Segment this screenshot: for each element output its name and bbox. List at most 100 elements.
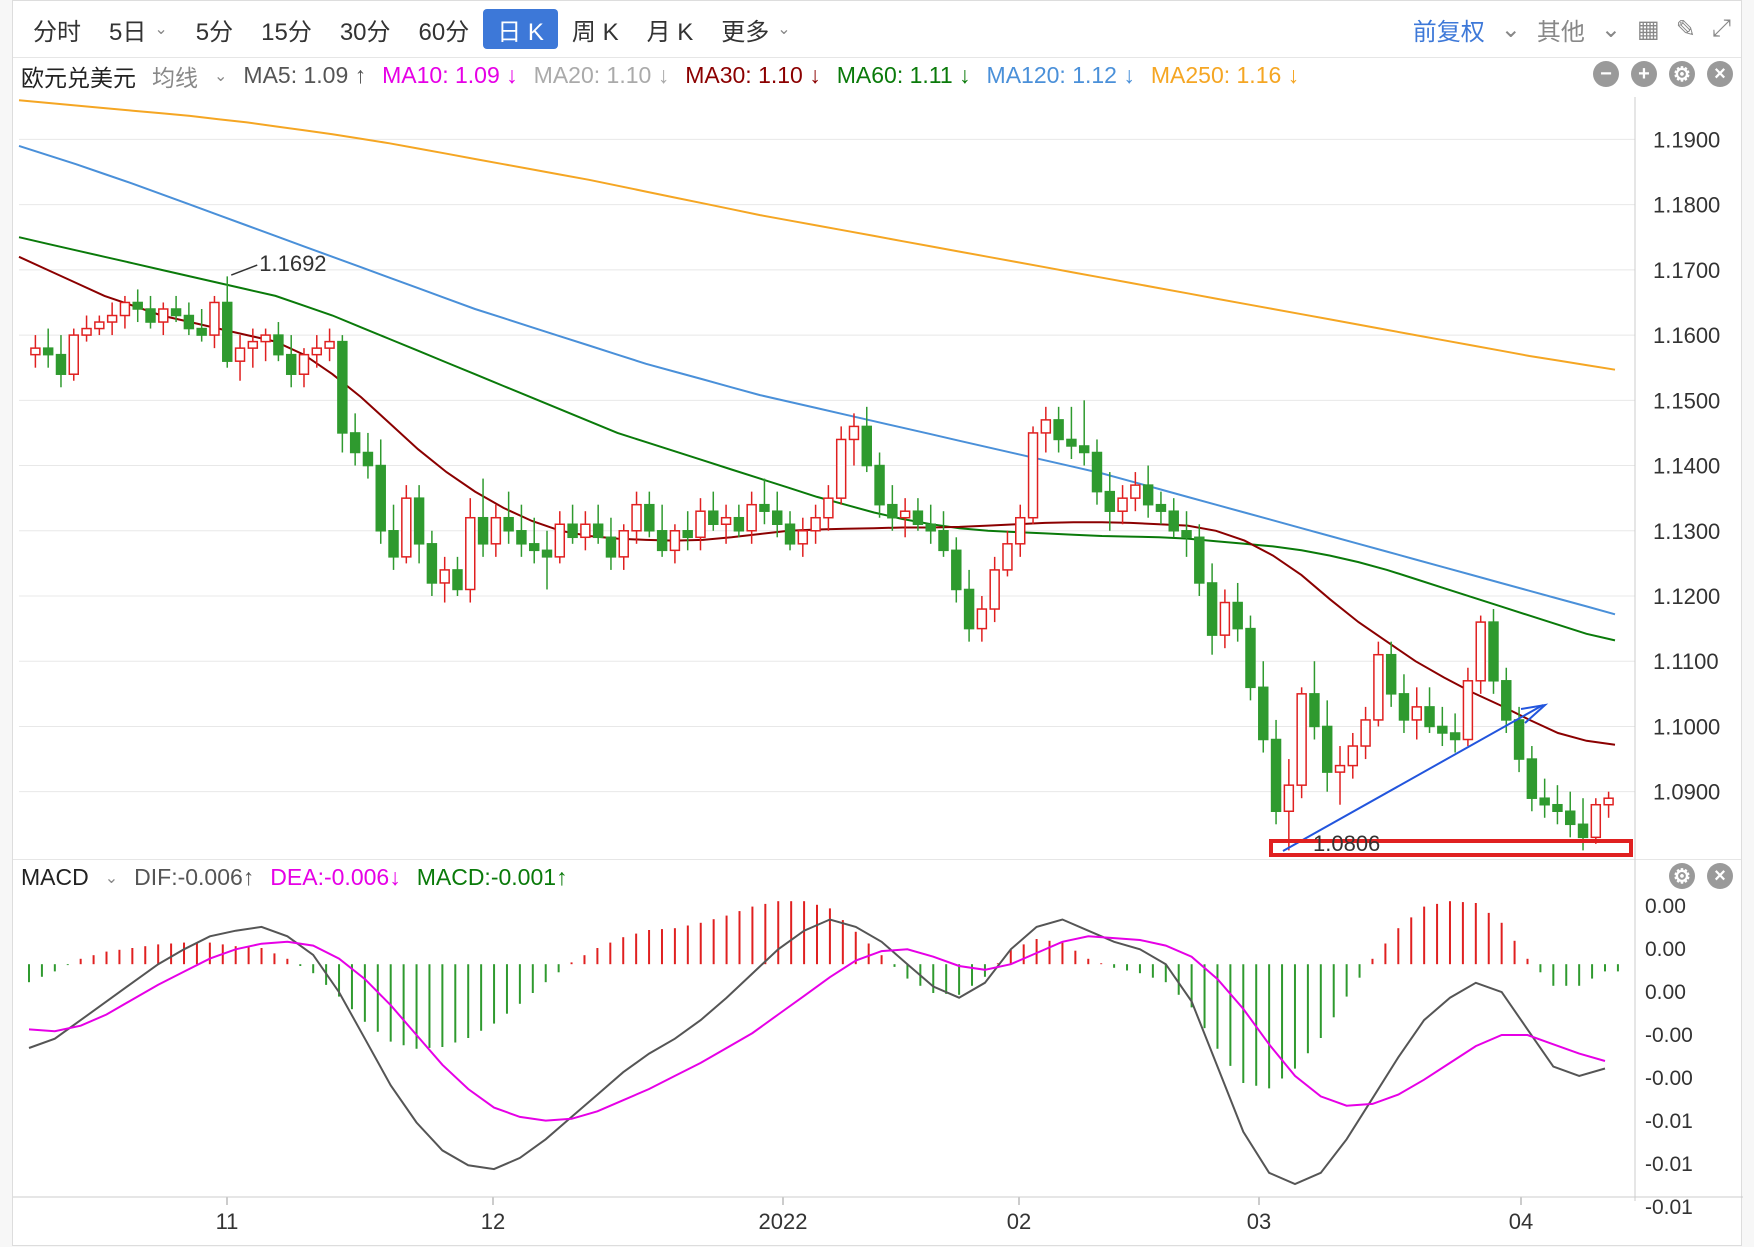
candle-body [1501,680,1512,721]
candle-body [592,523,604,539]
tab-0[interactable]: 分时 [19,9,95,49]
candle-body [618,530,629,558]
tab-7[interactable]: 周 K [558,9,633,49]
candle-body [605,536,617,558]
candle-body [285,353,297,375]
candle-body [145,308,156,323]
trend-arrow-head [1520,703,1549,724]
candle-body [1283,784,1295,813]
candle-body [1091,451,1103,493]
candle-body [1219,601,1231,636]
grid-icon[interactable]: ▦ [1637,15,1660,43]
x-tick-label: 11 [216,1209,239,1234]
candle-body [1181,530,1192,539]
dea-value: DEA:-0.006↓ [270,864,401,890]
candle-body [1539,797,1550,806]
candle-body [874,464,885,506]
tab-8[interactable]: 月 K [633,9,708,49]
candle-body [631,503,642,532]
tab-2[interactable]: 5分 [182,9,247,49]
tab-1[interactable]: 5日 ⌄ [95,9,182,49]
candle-body [1078,445,1090,454]
candle-body [68,334,79,375]
expand-icon[interactable]: ⤢ [1711,15,1731,42]
close-icon[interactable]: × [1707,863,1733,889]
x-tick-label: 12 [481,1209,505,1234]
tab-9[interactable]: 更多 ⌄ [707,9,804,49]
tab-label: 30分 [339,18,391,46]
macd-tick-label: -0.01 [1645,1110,1693,1133]
candle-body [1309,693,1320,728]
minus-icon[interactable]: − [1593,61,1619,87]
candle-body [465,516,476,591]
candle-body [823,497,834,519]
trend-line [1282,704,1544,852]
ma-value-4: MA60: 1.11 ↓ [836,62,971,88]
tab-label: 60分 [418,18,470,46]
dif-value: DIF:-0.006↑ [134,864,255,890]
chevron-down-icon[interactable]: ⌄ [1500,15,1521,43]
candle-body [1398,693,1410,721]
candle-body [1194,536,1205,584]
candle-body [567,523,578,539]
price-tick-label: 1.1000 [1653,714,1720,739]
plus-icon[interactable]: + [1631,61,1657,87]
pen-icon[interactable]: ✎ [1675,15,1696,43]
candle-body [94,321,105,330]
close-icon[interactable]: × [1707,61,1733,87]
candle-body [580,523,591,539]
macd-tick-label: -0.01 [1645,1153,1693,1176]
candle-body [784,523,796,545]
candle-body [720,516,732,525]
candle-body [1590,803,1602,839]
chevron-down-icon[interactable]: ⌄ [214,67,228,85]
candle-body [1424,706,1435,728]
tab-3[interactable]: 15分 [247,9,326,49]
dif-line [28,918,1606,1186]
ma-bar: 欧元兑美元 均线 ⌄ MA5: 1.09 ↑ MA10: 1.09 ↓ MA20: … [13,57,1741,93]
ma-value-3: MA30: 1.10 ↓ [685,62,821,88]
candle-body [375,464,386,532]
chart-svg: 1.1900 1.1800 1.1700 1.1600 1.1500 1.1400 1.13… [13,97,1743,1234]
price-tick-label: 1.1600 [1653,323,1720,348]
candle-body [1552,803,1563,813]
ma-line-ma250 [18,99,1616,371]
candle-body [183,314,195,330]
other-dropdown[interactable]: 其他 [1536,18,1585,46]
candle-body [989,569,1000,610]
ma-values: MA5: 1.09 ↑ MA10: 1.09 ↓ MA20: 1.10 ↓ MA30:… [243,62,1299,89]
ma-mode-dropdown[interactable]: 均线 [152,64,198,91]
candle-body [1142,484,1154,506]
candle-body [1475,621,1486,682]
candle-body [656,530,668,552]
macd-label[interactable]: MACD [21,864,89,890]
chevron-down-icon[interactable]: ⌄ [1600,15,1621,43]
candle-body [1130,484,1141,499]
chevron-down-icon: ⌄ [154,21,168,38]
price-tick-label: 1.1800 [1653,193,1720,218]
adjust-dropdown[interactable]: 前复权 [1412,18,1485,46]
tab-label: 月 K [646,18,694,46]
candle-body [311,347,323,356]
candle-body [1526,758,1538,799]
gear-icon[interactable]: ⚙ [1669,863,1695,889]
candle-body [477,516,489,545]
tab-4[interactable]: 30分 [326,9,405,49]
candle-body [42,347,54,356]
candle-body [925,523,936,532]
candle-body [234,347,246,362]
tab-5[interactable]: 60分 [405,9,484,49]
price-tick-label: 1.1200 [1653,584,1720,609]
tab-6[interactable]: 日 K [483,9,558,49]
x-tick-label: 02 [1007,1209,1031,1234]
candle-body [1373,653,1384,721]
candle-body [1258,686,1269,741]
candle-body [119,301,131,317]
right-tools: 前复权 ⌄ 其他 ⌄ ▦ ✎ ⤢ [1413,1,1741,57]
main-panel-controls: − + ⚙ × [1593,61,1733,87]
gear-icon[interactable]: ⚙ [1669,61,1695,87]
chart-frame: 分时 5日 ⌄ 5分 15分 30分 60分日 K 周 K 月 K 更多 ⌄ 前复权 ⌄ 其他 ⌄ … [12,0,1743,1246]
candle-body [1565,810,1576,826]
price-tick-label: 1.1300 [1653,519,1720,544]
chevron-down-icon[interactable]: ⌄ [104,869,119,887]
